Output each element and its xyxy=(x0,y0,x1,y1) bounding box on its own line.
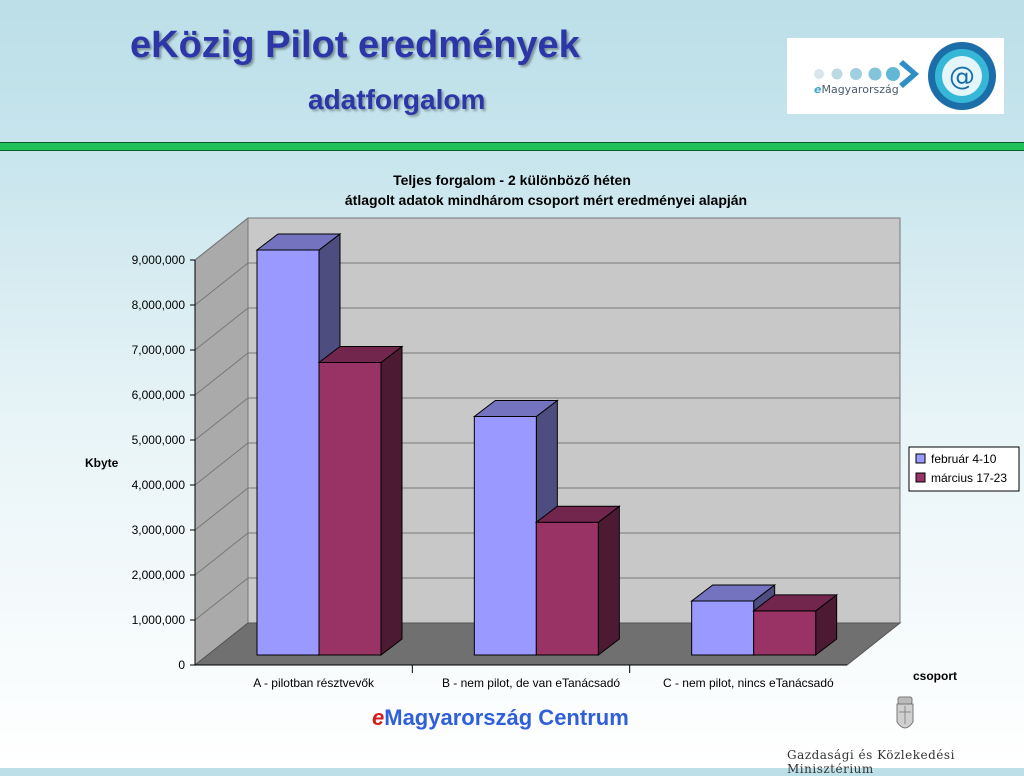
bar xyxy=(535,521,599,656)
bar xyxy=(691,600,755,656)
bar-top xyxy=(255,233,342,251)
bar xyxy=(256,249,320,656)
y-tick-label: 2,000,000 xyxy=(132,568,186,582)
y-tick-label: 6,000,000 xyxy=(132,388,186,402)
x-category-label: C - nem pilot, nincs eTanácsadó xyxy=(663,676,834,690)
gridline-side xyxy=(194,262,249,306)
legend-label: február 4-10 xyxy=(931,452,997,466)
gridline-side xyxy=(194,442,249,486)
logo-graphic-icon: @ xyxy=(814,42,996,110)
y-tick-label: 8,000,000 xyxy=(132,298,186,312)
legend-swatch xyxy=(915,472,926,483)
bar-top xyxy=(472,400,559,417)
bar-side xyxy=(380,345,403,657)
gridline-side xyxy=(194,532,249,576)
header-divider xyxy=(0,142,1024,151)
bar-top xyxy=(690,584,777,602)
bar xyxy=(753,610,817,656)
y-tick-label: 0 xyxy=(178,658,185,672)
gridline-side xyxy=(194,307,249,351)
svg-text:@: @ xyxy=(949,62,975,92)
footer-brand: eMagyarország Centrum xyxy=(372,705,629,730)
gridline-side xyxy=(194,487,249,531)
bar-top xyxy=(534,505,621,523)
bar-top xyxy=(752,594,839,612)
gridline-side xyxy=(194,217,249,261)
bar xyxy=(473,416,537,656)
slide-title: eKözig Pilot eredmények xyxy=(130,24,580,66)
traffic-bar-chart: Teljes forgalom - 2 különböző héten átlag… xyxy=(85,172,1020,690)
coat-of-arms-icon xyxy=(896,696,914,729)
slide-subtitle: adatforgalom xyxy=(308,84,486,115)
chart-title-line1: Teljes forgalom - 2 különböző héten xyxy=(393,172,631,188)
x-category-label: A - pilotban résztvevők xyxy=(253,676,375,690)
bar xyxy=(318,362,382,656)
legend-swatch xyxy=(915,453,926,464)
legend-box xyxy=(908,446,1020,492)
chart-title-line2: átlagolt adatok mindhárom csoport mért e… xyxy=(345,192,747,208)
y-axis-title: Kbyte xyxy=(85,456,119,470)
y-tick-label: 4,000,000 xyxy=(132,478,186,492)
bar-top xyxy=(317,346,404,363)
y-tick-label: 9,000,000 xyxy=(132,253,186,267)
y-tick-label: 1,000,000 xyxy=(132,613,186,627)
emagyarorszag-logo: @ eMagyarország xyxy=(787,38,1004,114)
x-axis-title: csoport xyxy=(913,669,957,683)
gridline-side xyxy=(194,577,249,621)
legend-label: március 17-23 xyxy=(931,471,1007,485)
y-tick-label: 5,000,000 xyxy=(132,433,186,447)
gridline-side xyxy=(194,397,249,441)
gridline-side xyxy=(194,352,249,396)
logo-wordmark: eMagyarország xyxy=(814,83,899,96)
y-tick-label: 3,000,000 xyxy=(132,523,186,537)
x-category-label: B - nem pilot, de van eTanácsadó xyxy=(442,676,620,690)
y-tick-label: 7,000,000 xyxy=(132,343,186,357)
side-wall xyxy=(194,216,249,667)
bar-side xyxy=(597,505,620,657)
ministry-name: Gazdasági és Közlekedési Minisztérium xyxy=(787,748,955,776)
